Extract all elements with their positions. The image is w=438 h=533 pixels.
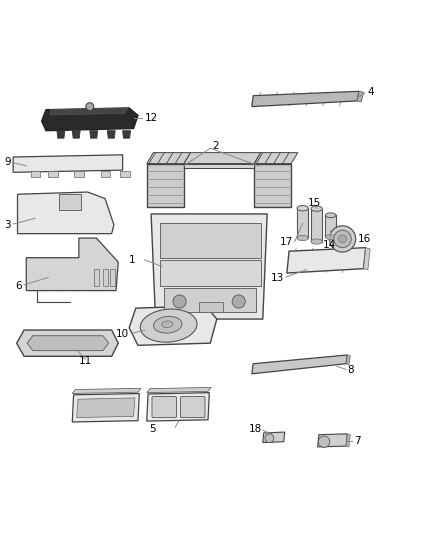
Text: 9: 9 [4, 157, 11, 167]
Polygon shape [318, 434, 347, 447]
Circle shape [334, 230, 351, 248]
Polygon shape [184, 152, 261, 164]
Text: 17: 17 [279, 237, 293, 247]
Polygon shape [151, 214, 267, 319]
FancyBboxPatch shape [152, 397, 177, 418]
Circle shape [232, 295, 245, 308]
Ellipse shape [297, 206, 308, 211]
Polygon shape [72, 131, 80, 138]
Text: 10: 10 [116, 329, 129, 340]
Polygon shape [120, 172, 130, 177]
Polygon shape [72, 393, 139, 422]
Polygon shape [57, 131, 65, 138]
Polygon shape [123, 131, 131, 138]
Ellipse shape [297, 236, 308, 241]
Text: 18: 18 [249, 424, 262, 434]
Polygon shape [325, 215, 336, 237]
Text: 7: 7 [354, 436, 360, 446]
Polygon shape [50, 108, 128, 115]
Text: 16: 16 [358, 234, 371, 244]
Text: 6: 6 [15, 281, 22, 291]
FancyBboxPatch shape [103, 269, 108, 286]
Text: 8: 8 [347, 365, 354, 375]
Polygon shape [252, 355, 347, 374]
Polygon shape [160, 223, 261, 258]
Polygon shape [147, 152, 191, 164]
Polygon shape [160, 260, 261, 286]
Ellipse shape [325, 235, 336, 239]
FancyBboxPatch shape [199, 302, 223, 312]
Text: 11: 11 [79, 356, 92, 366]
Polygon shape [59, 194, 81, 209]
Circle shape [173, 295, 186, 308]
Circle shape [329, 226, 356, 252]
Circle shape [86, 103, 94, 110]
Polygon shape [364, 248, 370, 270]
Polygon shape [42, 108, 138, 131]
Polygon shape [147, 393, 209, 421]
Circle shape [265, 434, 274, 442]
Ellipse shape [154, 317, 182, 333]
Text: 1: 1 [129, 255, 136, 265]
Polygon shape [107, 131, 115, 138]
Polygon shape [297, 208, 308, 238]
FancyBboxPatch shape [110, 269, 115, 286]
Polygon shape [357, 91, 364, 102]
Polygon shape [26, 238, 118, 290]
Polygon shape [346, 355, 350, 365]
Polygon shape [263, 432, 285, 442]
Polygon shape [184, 164, 254, 168]
Polygon shape [129, 306, 217, 345]
Polygon shape [311, 209, 322, 241]
Polygon shape [13, 155, 123, 172]
Polygon shape [27, 336, 109, 351]
Text: 15: 15 [308, 198, 321, 208]
Text: 14: 14 [323, 240, 336, 249]
Polygon shape [17, 330, 118, 356]
FancyBboxPatch shape [94, 269, 99, 286]
Text: 3: 3 [4, 220, 11, 230]
Polygon shape [147, 164, 184, 207]
Polygon shape [18, 192, 114, 233]
Polygon shape [252, 91, 359, 107]
Polygon shape [164, 288, 256, 312]
Polygon shape [254, 152, 298, 164]
Ellipse shape [311, 239, 322, 244]
Polygon shape [287, 248, 366, 273]
Ellipse shape [325, 213, 336, 217]
Polygon shape [346, 434, 350, 447]
Text: 13: 13 [271, 273, 284, 283]
Polygon shape [101, 172, 110, 177]
Polygon shape [90, 131, 98, 138]
Text: 2: 2 [212, 141, 219, 151]
Polygon shape [147, 387, 211, 393]
Circle shape [339, 235, 346, 243]
Ellipse shape [311, 206, 322, 211]
Polygon shape [31, 172, 40, 177]
Polygon shape [72, 388, 141, 393]
Polygon shape [74, 172, 84, 177]
Text: 5: 5 [149, 424, 156, 433]
Ellipse shape [140, 309, 197, 342]
Polygon shape [48, 172, 58, 177]
Polygon shape [254, 164, 291, 207]
FancyBboxPatch shape [180, 397, 205, 418]
Text: 4: 4 [367, 87, 374, 97]
Ellipse shape [162, 321, 173, 328]
Polygon shape [77, 398, 135, 418]
Text: 12: 12 [145, 112, 158, 123]
Circle shape [318, 436, 330, 447]
